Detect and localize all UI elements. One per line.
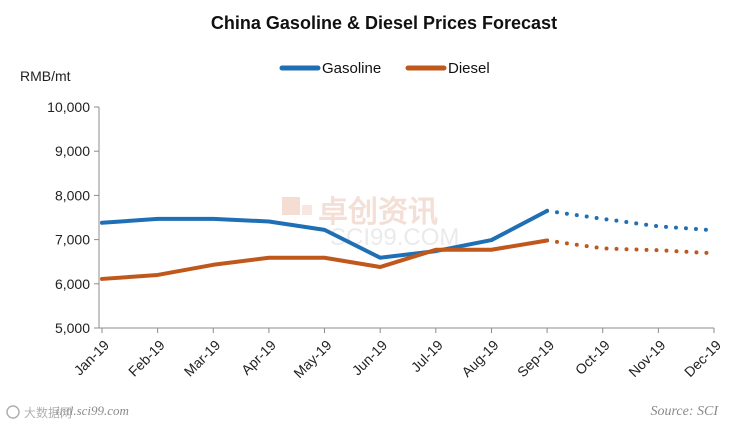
watermark-logo-mark (282, 197, 300, 215)
watermark-brand-text: 卓创资讯 (318, 196, 438, 229)
y-tick-label: 7,000 (55, 232, 90, 248)
y-tick-label: 5,000 (55, 320, 90, 336)
watermark-brand-url: SCI99.COM (330, 224, 459, 251)
x-tick-label: Oct-19 (572, 337, 613, 378)
x-tick-label: Aug-19 (458, 337, 501, 380)
series-line-diesel (100, 238, 550, 281)
x-tick-label: Dec-19 (681, 337, 724, 380)
y-tick-label: 6,000 (55, 276, 90, 292)
corner-logo: 大数据网 (6, 405, 72, 420)
legend-label-gasoline: Gasoline (322, 60, 381, 77)
y-tick-label: 10,000 (47, 99, 90, 115)
y-axis-unit-label: RMB/mt (20, 68, 71, 84)
x-tick-label: Nov-19 (625, 337, 668, 380)
y-tick-label: 8,000 (55, 187, 90, 203)
series-forecast-line-diesel (545, 238, 716, 256)
series-lines (100, 208, 716, 281)
x-tick-label: Jun-19 (349, 337, 391, 379)
x-tick-label: May-19 (290, 337, 334, 381)
series-forecast-line-gasoline (545, 208, 716, 233)
corner-logo-text: 大数据网 (24, 405, 72, 420)
watermark-site: intl.sci99.com (56, 403, 129, 418)
x-tick-label: Feb-19 (125, 337, 168, 380)
watermark-logo-mark-small (302, 205, 312, 215)
corner-logo-icon (6, 405, 20, 419)
chart-title: China Gasoline & Diesel Prices Forecast (211, 13, 557, 33)
watermark: 卓创资讯 SCI99.COM (282, 196, 459, 251)
x-tick-label: Jan-19 (71, 337, 113, 379)
legend-label-diesel: Diesel (448, 60, 490, 77)
x-tick-label: Sep-19 (514, 337, 557, 380)
x-tick-label: Jul-19 (408, 337, 446, 375)
chart-source: Source: SCI (650, 404, 719, 419)
series-line-gasoline (100, 208, 550, 260)
x-tick-label: Mar-19 (181, 337, 224, 380)
y-tick-label: 9,000 (55, 143, 90, 159)
x-tick-label: Apr-19 (238, 337, 279, 378)
legend: Gasoline Diesel (279, 60, 490, 77)
